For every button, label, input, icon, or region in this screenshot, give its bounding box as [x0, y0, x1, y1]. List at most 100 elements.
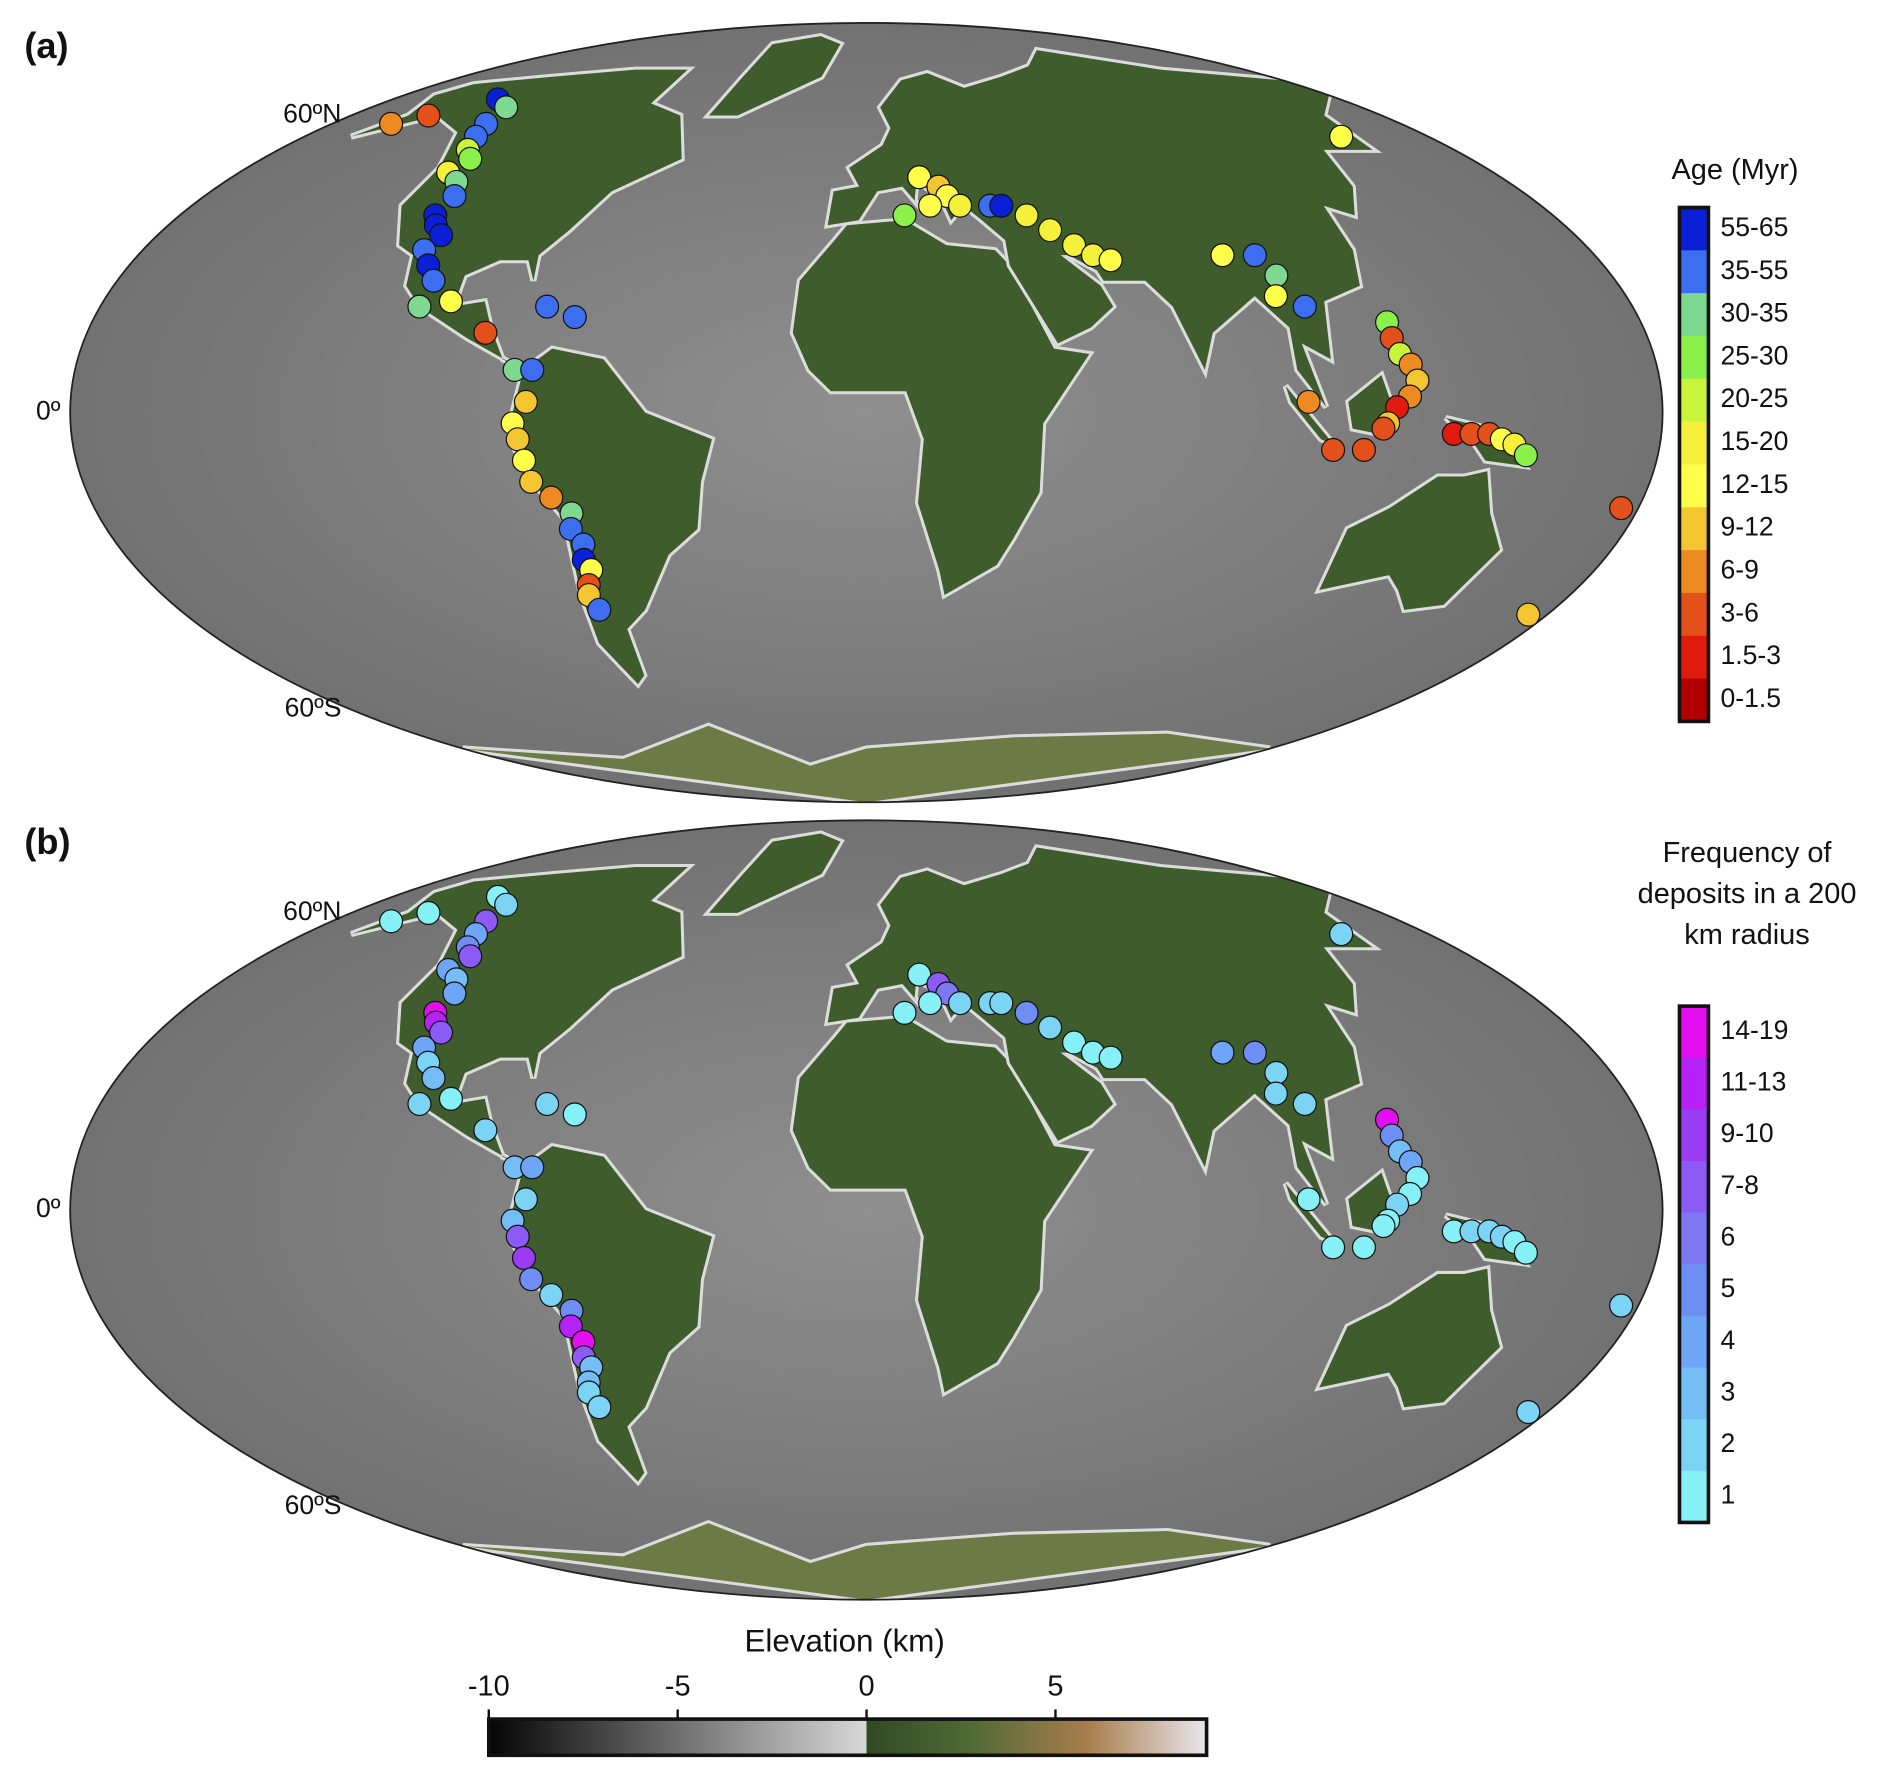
continent: [1313, 467, 1504, 614]
deposit: [519, 469, 544, 494]
legend-swatch: [1679, 1367, 1709, 1420]
deposit: [989, 193, 1014, 218]
deposit: [539, 1282, 564, 1308]
deposit: [379, 111, 404, 136]
legend-label: 12-15: [1720, 469, 1788, 499]
legend-swatch: [1679, 1470, 1709, 1524]
deposit: [513, 1187, 538, 1212]
deposit: [907, 165, 932, 190]
deposit: [407, 1091, 432, 1117]
deposit: [473, 1118, 498, 1143]
deposit: [1513, 1240, 1538, 1265]
deposit: [438, 289, 463, 314]
legend-label: 4: [1720, 1325, 1735, 1355]
deposit: [1321, 1235, 1346, 1260]
map-border: [69, 819, 1664, 1601]
deposit: [421, 1066, 446, 1091]
legend-swatch: [1679, 1109, 1709, 1162]
legend-label: 1.5-3: [1720, 640, 1780, 670]
deposit: [892, 203, 917, 228]
legend-swatch: [1679, 507, 1709, 551]
ocean: [70, 820, 1663, 1600]
map-border: [69, 22, 1664, 804]
legend-swatch: [1679, 378, 1709, 423]
deposit: [1296, 389, 1321, 414]
colorbar: [486, 1717, 1209, 1758]
legend-swatch: [1679, 550, 1709, 594]
legend-swatch: [1679, 293, 1709, 337]
deposit: [1292, 294, 1317, 319]
legend-swatch: [1679, 592, 1709, 637]
deposit: [1014, 1000, 1039, 1025]
legend-swatch: [1679, 1161, 1709, 1214]
deposit: [1351, 1235, 1376, 1260]
deposit: [1242, 243, 1267, 268]
legend-label: 20-25: [1720, 383, 1788, 413]
latitude-label: 0º: [36, 396, 61, 426]
legend-title: deposits in a 200: [1638, 878, 1857, 910]
land-layer: [349, 830, 1532, 1600]
legend-label: 2: [1720, 1428, 1735, 1458]
deposit: [562, 304, 587, 330]
deposit: [948, 991, 973, 1016]
deposit: [458, 944, 483, 969]
deposit: [1371, 416, 1396, 441]
deposit: [442, 184, 467, 209]
tick-label: -10: [468, 1670, 510, 1702]
legend-swatch: [1679, 1212, 1709, 1265]
deposit: [429, 1020, 454, 1045]
legend-label: 7-8: [1720, 1170, 1758, 1200]
deposit: [519, 1267, 544, 1292]
deposit: [1210, 1040, 1235, 1065]
latitude-label: 60ºN: [283, 896, 341, 926]
deposit: [1061, 233, 1087, 258]
legend-label: 9-10: [1720, 1118, 1773, 1148]
legend-label: 9-12: [1720, 512, 1773, 542]
continent: [702, 830, 845, 916]
legend-frame: [1677, 205, 1711, 724]
deposit: [1038, 1015, 1063, 1040]
continent: [789, 217, 1095, 600]
legend-label: 1: [1720, 1480, 1735, 1510]
legend-swatch: [1679, 207, 1709, 251]
legend-label: 35-55: [1720, 255, 1788, 285]
deposit: [587, 597, 612, 622]
legend-label: 25-30: [1720, 340, 1788, 370]
deposit: [907, 962, 932, 987]
legend-label: 5: [1720, 1273, 1735, 1303]
deposit: [458, 146, 483, 171]
legend-swatch: [1679, 678, 1709, 723]
deposit: [429, 223, 454, 248]
latitude-label: 0º: [36, 1193, 61, 1223]
deposit: [520, 1155, 545, 1180]
deposit: [513, 389, 538, 414]
deposit: [494, 95, 519, 120]
deposit: [1264, 1060, 1289, 1086]
legend-title: Age (Myr): [1671, 154, 1798, 186]
deposit: [1516, 1399, 1541, 1425]
continent: [1313, 1264, 1504, 1411]
deposit: [1263, 284, 1288, 309]
legend-label: 6: [1720, 1221, 1735, 1251]
deposit: [535, 294, 560, 319]
continent: [702, 32, 845, 119]
deposit: [511, 1245, 537, 1271]
legend-label: 30-35: [1720, 298, 1788, 328]
deposit: [1264, 263, 1289, 288]
deposit: [416, 900, 441, 925]
deposit: [587, 1395, 612, 1420]
deposit: [535, 1091, 560, 1117]
deposit: [1321, 437, 1346, 463]
legend-label: 55-65: [1720, 212, 1788, 242]
deposit: [539, 485, 564, 510]
deposit: [520, 357, 545, 382]
deposit: [416, 103, 441, 128]
deposit: [1292, 1091, 1317, 1117]
deposit: [1210, 243, 1235, 268]
legend-label: 14-19: [1720, 1015, 1788, 1045]
deposit: [1329, 922, 1354, 947]
antarctica: [462, 722, 1271, 803]
legend-swatch: [1679, 1057, 1709, 1110]
legend-swatch: [1679, 464, 1709, 508]
